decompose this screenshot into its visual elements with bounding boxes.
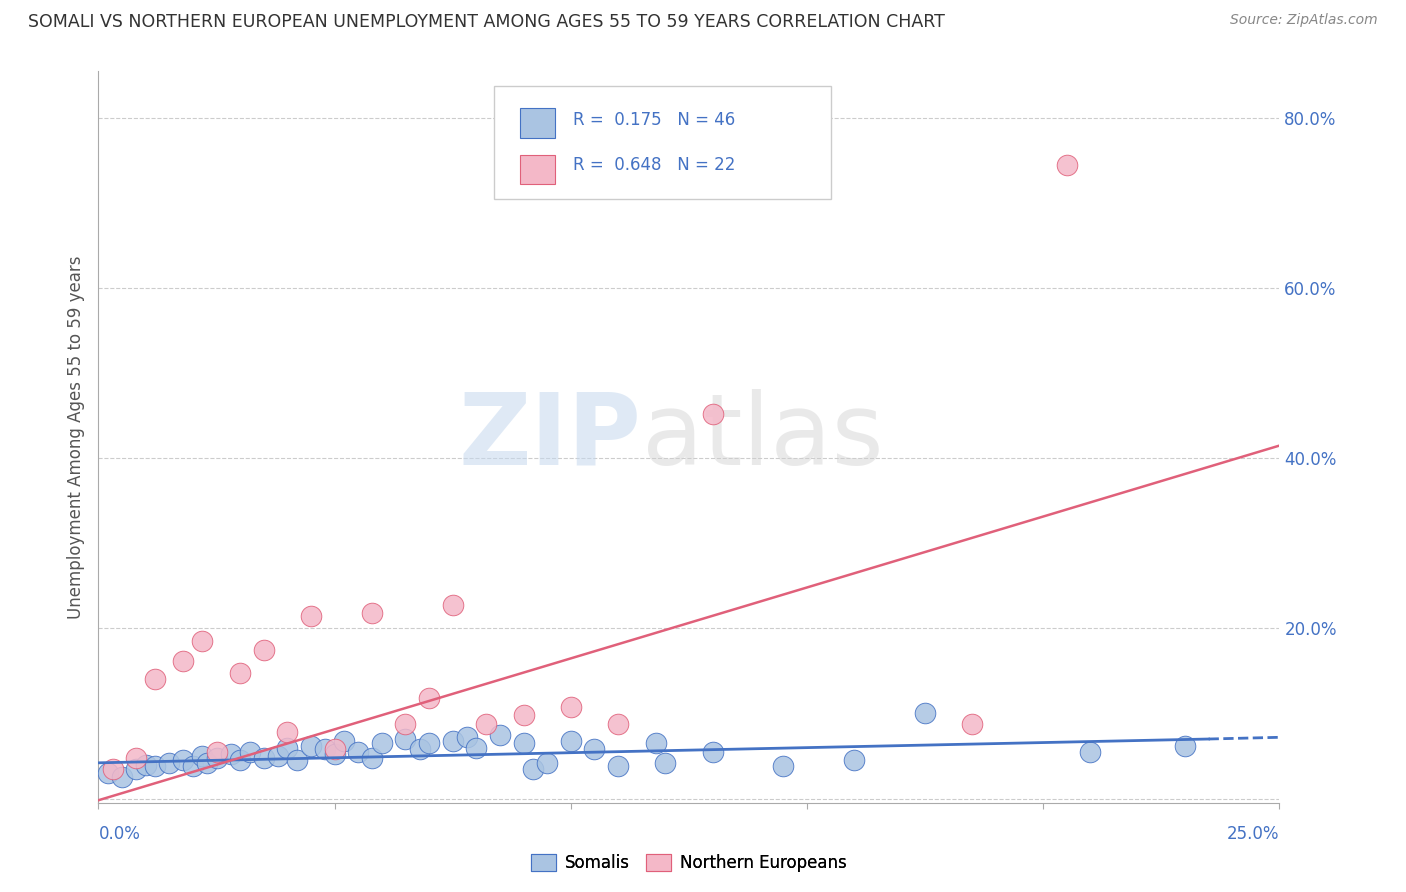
Point (512, 736, 534, 750)
Point (607, 759, 630, 773)
Point (418, 736, 440, 750)
Point (229, 753, 252, 767)
Point (512, 708, 534, 723)
Point (299, 739, 322, 753)
Point (191, 634, 214, 648)
Point (323, 747, 346, 762)
Point (1080, 745, 1102, 759)
Point (239, 745, 262, 759)
Text: atlas: atlas (641, 389, 883, 485)
Point (191, 749, 214, 764)
Point (644, 736, 666, 750)
Point (125, 762, 148, 776)
Point (267, 749, 290, 764)
Point (323, 742, 346, 756)
Point (456, 731, 478, 745)
Point (333, 733, 356, 747)
Point (418, 691, 440, 706)
Text: SOMALI VS NORTHERN EUROPEAN UNEMPLOYMENT AMONG AGES 55 TO 59 YEARS CORRELATION C: SOMALI VS NORTHERN EUROPEAN UNEMPLOYMENT… (28, 13, 945, 31)
Point (702, 745, 724, 759)
Point (489, 728, 512, 742)
Point (143, 673, 166, 687)
Point (361, 750, 384, 764)
Point (276, 725, 298, 739)
FancyBboxPatch shape (520, 109, 555, 137)
Point (361, 606, 384, 620)
Point (97, 766, 120, 780)
Point (181, 759, 204, 773)
Y-axis label: Unemployment Among Ages 55 to 59 years: Unemployment Among Ages 55 to 59 years (66, 255, 84, 619)
Point (253, 750, 276, 764)
Point (408, 742, 430, 756)
Legend: Somalis, Northern Europeans: Somalis, Northern Europeans (524, 847, 853, 879)
Point (654, 756, 676, 770)
Point (101, 762, 124, 776)
Text: ZIP: ZIP (458, 389, 641, 485)
Point (172, 753, 194, 767)
FancyBboxPatch shape (494, 86, 831, 200)
Point (276, 740, 298, 755)
Point (560, 733, 582, 747)
Point (205, 745, 228, 759)
Text: 25.0%: 25.0% (1227, 825, 1279, 843)
Point (229, 665, 252, 680)
Point (111, 770, 134, 784)
Point (1174, 739, 1197, 753)
Point (475, 716, 498, 731)
Point (962, 716, 984, 731)
Point (219, 747, 242, 762)
Point (157, 756, 180, 770)
Point (583, 742, 606, 756)
Point (135, 757, 157, 772)
Point (702, 407, 724, 421)
Point (394, 731, 416, 746)
Point (253, 642, 276, 657)
Point (371, 736, 394, 750)
Point (347, 745, 370, 759)
Point (394, 716, 416, 731)
Point (195, 756, 218, 770)
Point (536, 756, 558, 770)
Point (143, 759, 166, 773)
Text: 0.0%: 0.0% (98, 825, 141, 843)
Point (125, 750, 148, 764)
Point (285, 753, 308, 767)
Text: R =  0.648   N = 22: R = 0.648 N = 22 (574, 156, 735, 175)
Point (560, 699, 582, 714)
Point (441, 733, 464, 747)
Point (772, 759, 794, 773)
Point (299, 608, 322, 623)
Point (441, 598, 464, 612)
Point (607, 716, 630, 731)
Point (522, 762, 544, 776)
Point (172, 654, 194, 668)
Text: Source: ZipAtlas.com: Source: ZipAtlas.com (1230, 13, 1378, 28)
Point (1056, 158, 1078, 172)
Point (205, 750, 228, 764)
Text: R =  0.175   N = 46: R = 0.175 N = 46 (574, 111, 735, 129)
Point (314, 742, 336, 756)
Point (465, 740, 488, 755)
Point (844, 753, 866, 767)
Point (914, 706, 936, 721)
FancyBboxPatch shape (520, 155, 555, 184)
